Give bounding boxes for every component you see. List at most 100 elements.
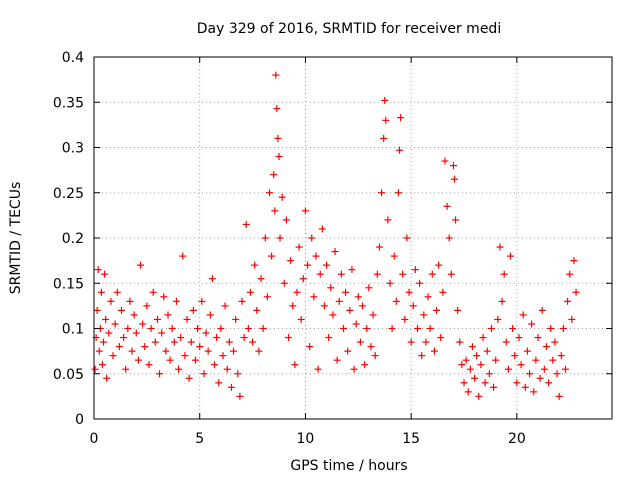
data-point [244, 325, 252, 332]
data-point [175, 365, 183, 373]
data-point [555, 392, 563, 400]
data-point [477, 361, 485, 369]
data-point [251, 261, 259, 269]
data-point [378, 189, 386, 197]
data-point [561, 365, 569, 373]
data-point [475, 392, 483, 400]
data-point [420, 311, 428, 319]
data-point [230, 347, 238, 355]
data-point [545, 379, 553, 387]
data-point [388, 325, 396, 332]
data-point [471, 374, 479, 382]
data-point [384, 216, 392, 224]
chart-title: Day 329 of 2016, SRMTID for receiver med… [197, 21, 501, 37]
data-point [312, 252, 320, 260]
data-point [528, 320, 536, 328]
data-point [331, 248, 339, 256]
y-tick-label: 0.35 [53, 95, 84, 111]
data-point [287, 257, 295, 265]
data-point [509, 325, 517, 332]
data-point [433, 306, 441, 314]
data-point [272, 71, 280, 79]
data-point [236, 392, 244, 400]
data-point [177, 334, 185, 342]
data-point [428, 270, 436, 278]
data-point [310, 293, 318, 301]
data-point [483, 347, 491, 355]
data-point [187, 338, 195, 346]
data-point [329, 311, 337, 319]
data-point [337, 270, 345, 278]
data-point [449, 162, 457, 170]
data-point [120, 334, 128, 342]
data-point [348, 266, 356, 274]
data-point [139, 320, 147, 328]
data-point [128, 347, 136, 355]
data-point [572, 288, 580, 296]
data-point [217, 325, 225, 332]
data-point [263, 293, 271, 301]
data-point [570, 257, 578, 265]
data-point [93, 306, 101, 314]
data-point [306, 343, 314, 351]
data-point [373, 270, 381, 278]
data-point [450, 175, 458, 183]
data-point [367, 343, 375, 351]
data-point [502, 338, 510, 346]
data-point [200, 370, 208, 378]
data-point [409, 302, 417, 310]
data-point [246, 288, 254, 296]
data-point [170, 338, 178, 346]
x-tick-label: 20 [508, 431, 526, 447]
data-point [285, 334, 293, 342]
data-point [219, 352, 227, 360]
data-point [94, 266, 102, 274]
data-point [504, 365, 512, 373]
data-point [132, 329, 140, 337]
data-point [275, 153, 283, 161]
data-point [359, 302, 367, 310]
data-point [297, 315, 305, 323]
y-tick-label: 0.15 [53, 276, 84, 292]
data-point [323, 261, 331, 269]
data-point [490, 383, 498, 391]
data-point [168, 325, 176, 332]
data-point [141, 343, 149, 351]
data-point [354, 293, 362, 301]
data-point [401, 315, 409, 323]
data-point [456, 338, 464, 346]
data-point [339, 325, 347, 332]
data-point [137, 261, 145, 269]
data-point [447, 270, 455, 278]
data-point [147, 325, 155, 332]
data-point [249, 338, 257, 346]
data-point [381, 96, 389, 104]
data-point [149, 288, 157, 296]
data-point [234, 370, 242, 378]
data-point [227, 383, 235, 391]
data-point [255, 347, 263, 355]
data-point [162, 347, 170, 355]
data-point [274, 134, 282, 142]
data-point [553, 370, 561, 378]
data-point [95, 347, 103, 355]
data-point [411, 266, 419, 274]
data-point [97, 288, 105, 296]
data-point [145, 361, 153, 369]
data-point [276, 234, 284, 242]
data-point [107, 297, 115, 305]
data-point [371, 352, 379, 360]
data-point [304, 261, 312, 269]
data-point [498, 297, 506, 305]
data-point [416, 279, 424, 287]
data-point [430, 347, 438, 355]
data-point [268, 252, 276, 260]
data-point [204, 347, 212, 355]
data-point [540, 365, 548, 373]
data-point [496, 243, 504, 251]
data-point [399, 270, 407, 278]
data-point [191, 356, 199, 364]
data-point [166, 356, 174, 364]
data-point [526, 370, 534, 378]
data-point [382, 116, 390, 124]
